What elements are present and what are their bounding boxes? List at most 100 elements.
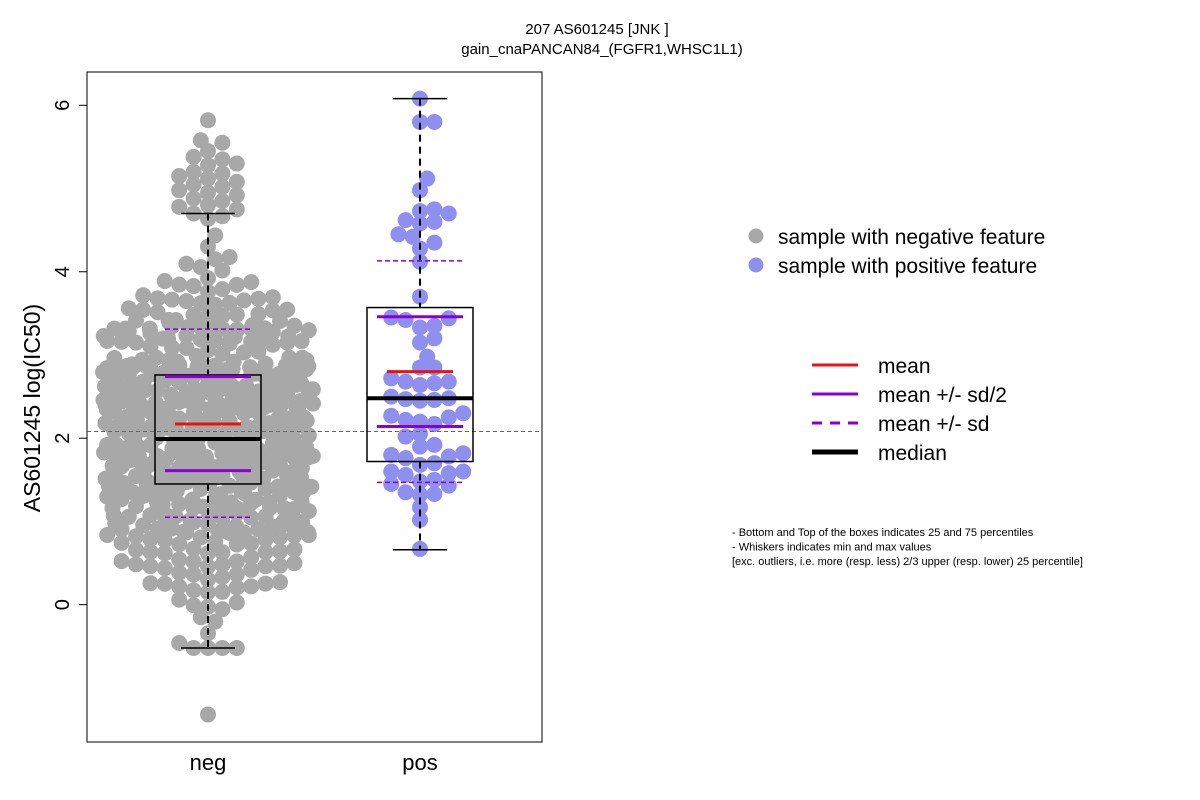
neg-sample-point — [270, 478, 287, 495]
neg-sample-point — [243, 549, 260, 566]
neg-sample-point — [228, 566, 245, 583]
neg-sample-point — [171, 276, 188, 293]
neg-sample-point — [106, 436, 123, 453]
pos-sample-point — [440, 448, 457, 465]
neg-sample-point — [142, 338, 159, 355]
neg-sample-point — [128, 556, 144, 573]
pos-sample-point — [383, 463, 400, 480]
neg-sample-point — [200, 157, 216, 174]
pos-sample-point — [412, 426, 428, 443]
pos-sample-point — [412, 319, 428, 336]
x-tick-label: pos — [402, 750, 437, 775]
pos-sample-point — [426, 234, 443, 251]
legend-point-label: sample with positive feature — [778, 255, 1037, 278]
neg-sample-point — [228, 518, 245, 535]
neg-sample-point — [250, 306, 267, 323]
neg-sample-point — [214, 569, 231, 586]
neg-sample-point — [243, 561, 260, 578]
neg-sample-point — [113, 534, 130, 551]
neg-sample-point — [228, 639, 245, 656]
neg-sample-point — [214, 165, 231, 182]
y-tick-label: 6 — [52, 100, 74, 111]
neg-sample-point — [192, 259, 209, 276]
legend-line-label: mean +/- sd — [878, 413, 989, 436]
neg-sample-point — [206, 357, 223, 374]
neg-sample-point — [171, 591, 188, 608]
neg-sample-point — [214, 208, 231, 225]
neg-sample-point — [243, 274, 260, 291]
neg-sample-point — [182, 512, 199, 529]
pos-sample-point — [412, 486, 428, 503]
neg-sample-point — [228, 594, 245, 611]
pos-sample-point — [412, 473, 428, 490]
neg-sample-point — [251, 332, 268, 349]
plot-area: 0 2 4 6 neg pos — [52, 71, 543, 775]
pos-sample-point — [397, 450, 414, 467]
pos-sample-point — [412, 253, 428, 270]
neg-sample-point — [113, 553, 130, 570]
legend-point-label: sample with negative feature — [778, 226, 1045, 249]
neg-sample-point — [156, 560, 173, 577]
pos-sample-point — [426, 455, 443, 472]
pos-sample-point — [412, 182, 428, 199]
pos-sample-point — [397, 411, 414, 428]
neg-sample-point — [185, 163, 202, 180]
pos-sample-point — [383, 370, 400, 387]
neg-sample-point — [243, 578, 260, 595]
neg-sample-point — [149, 520, 166, 537]
neg-sample-point — [214, 556, 231, 573]
neg-sample-point — [264, 336, 281, 353]
plot-frame — [86, 71, 543, 743]
neg-sample-point — [214, 193, 231, 210]
neg-sample-point — [228, 579, 245, 596]
neg-sample-point — [228, 155, 245, 172]
neg-sample-point — [207, 613, 224, 630]
neg-sample-point — [272, 557, 288, 574]
neg-sample-point — [185, 582, 202, 599]
neg-sample-point — [99, 526, 116, 543]
neg-sample-point — [200, 706, 216, 723]
neg-sample-point — [200, 170, 216, 187]
neg-sample-point — [294, 349, 311, 366]
pos-sample-point — [440, 465, 457, 482]
neg-sample-point — [185, 306, 202, 323]
neg-sample-point — [185, 148, 202, 165]
pos-sample-point — [426, 317, 443, 334]
neg-sample-point — [185, 176, 202, 193]
pos-sample-point — [412, 392, 428, 409]
neg-sample-point — [149, 304, 166, 321]
neg-sample-point — [225, 353, 242, 370]
neg-sample-point — [142, 575, 159, 592]
y-tick-label: 0 — [52, 599, 74, 610]
pos-sample-point — [412, 334, 428, 351]
pos-sample-point — [397, 312, 414, 329]
neg-sample-point — [134, 351, 151, 368]
pos-sample-point — [397, 466, 414, 483]
pos-sample-point — [404, 228, 421, 245]
neg-sample-point — [97, 415, 114, 432]
neg-sample-point — [250, 521, 267, 538]
neg-sample-point — [106, 349, 123, 366]
neg-sample-point — [200, 112, 216, 129]
pos-sample-point — [383, 446, 400, 463]
pos-sample-point — [383, 407, 400, 424]
notes: - Bottom and Top of the boxes indicates … — [732, 527, 1083, 568]
neg-sample-point — [207, 227, 224, 244]
pos-sample-point — [412, 113, 428, 130]
neg-sample-point — [185, 190, 202, 207]
neg-sample-point — [228, 306, 245, 323]
neg-sample-point — [185, 597, 202, 614]
neg-sample-point — [192, 132, 209, 149]
neg-sample-point — [236, 292, 252, 309]
footnote-line: [exc. outliers, i.e. more (resp. less) 2… — [732, 556, 1083, 568]
neg-sample-point — [257, 558, 274, 575]
neg-sample-point — [156, 545, 173, 562]
pos-sample-point — [426, 201, 443, 218]
neg-sample-point — [228, 536, 245, 553]
pos-box — [366, 306, 474, 463]
neg-sample-point — [154, 330, 171, 347]
neg-sample-point — [207, 251, 224, 268]
neg-sample-point — [200, 545, 216, 562]
neg-sample-point — [200, 184, 216, 201]
